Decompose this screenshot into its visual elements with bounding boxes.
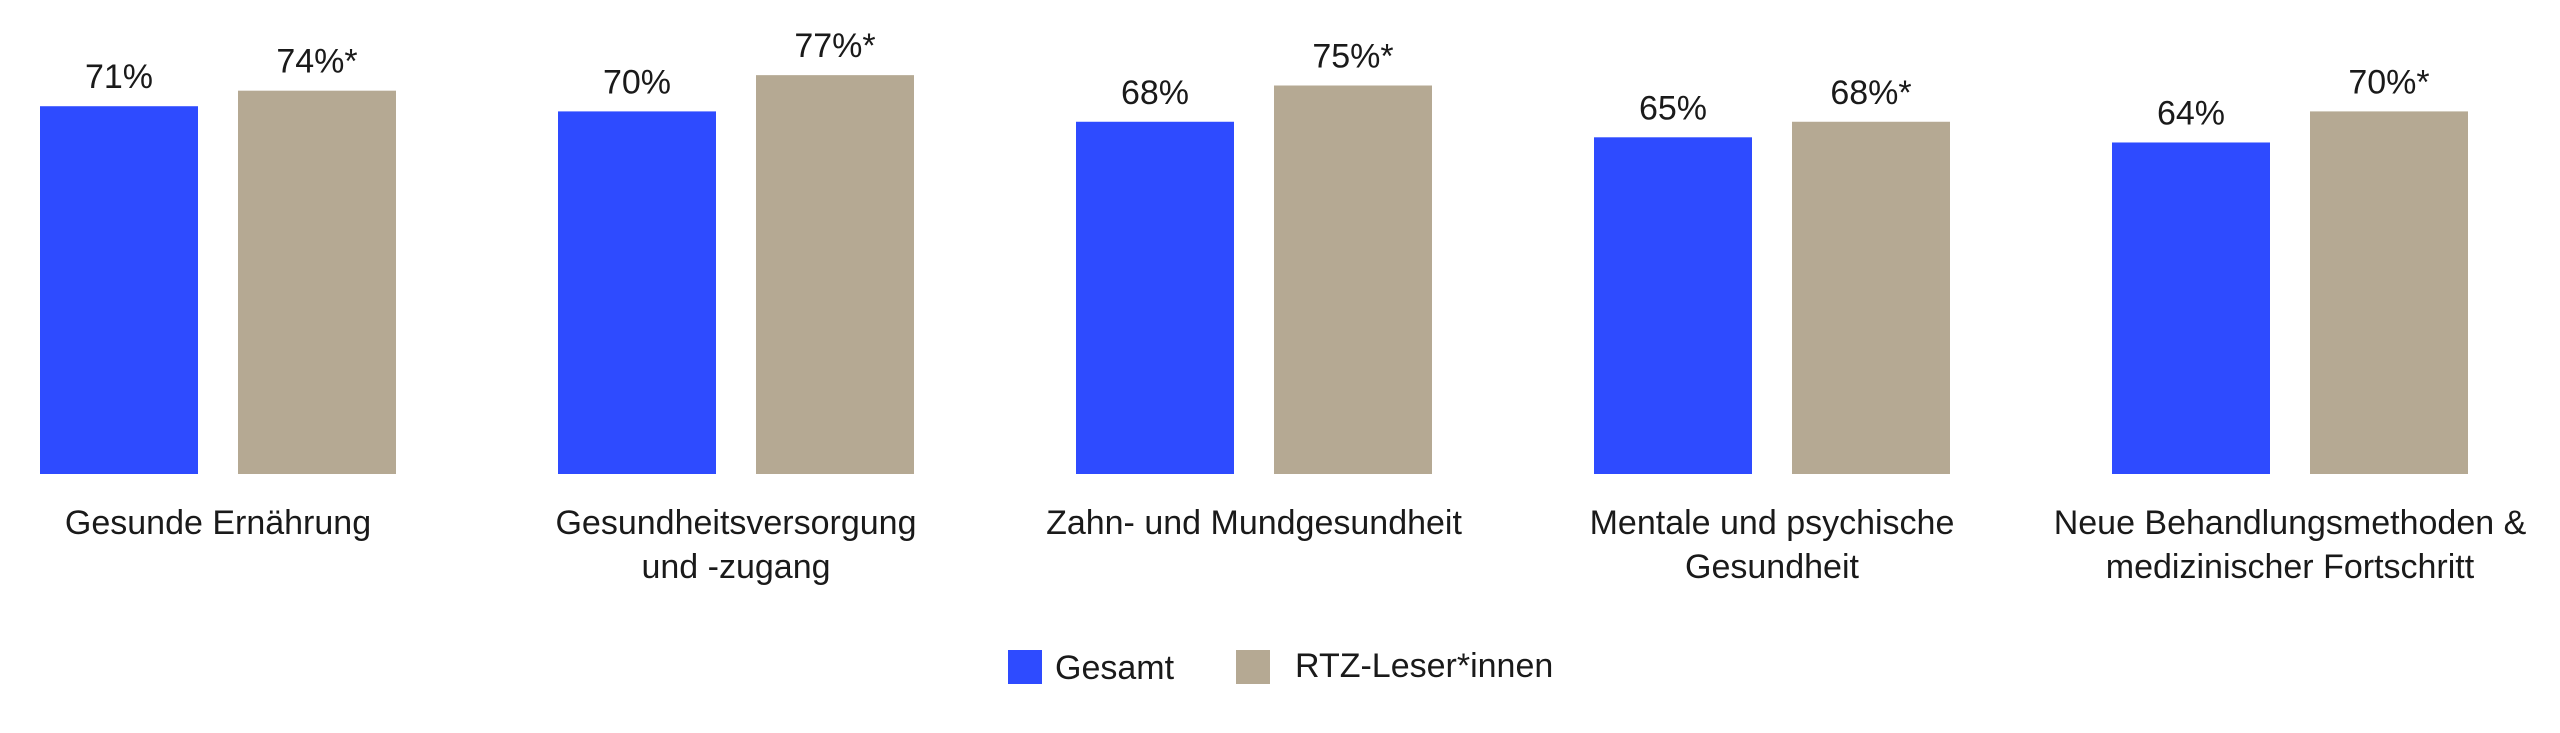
bar-gesamt-2 (1076, 121, 1234, 474)
category-label-4: Neue Behandlungsmethoden & medizinischer … (2054, 504, 2527, 586)
value-label-gesamt-0: 71% (85, 58, 153, 96)
legend: Gesamt RTZ-Leser*innen (1008, 647, 1553, 687)
category-label-line: Mentale und psychische (1590, 504, 1955, 542)
category-label-2: Zahn- und Mundgesundheit (1046, 504, 1462, 542)
bars-layer (40, 75, 2468, 475)
value-label-rtz-leser-2: 75%* (1312, 38, 1393, 76)
bar-gesamt-0 (40, 106, 198, 474)
bar-rtz-leser-0 (238, 90, 396, 475)
bar-gesamt-3 (1594, 137, 1752, 475)
value-label-gesamt-3: 65% (1639, 89, 1707, 127)
legend-swatch-rtz-leser (1236, 650, 1270, 684)
category-label-line: Gesunde Ernährung (65, 504, 371, 542)
category-label-line: Gesundheit (1685, 548, 1859, 586)
value-label-gesamt-1: 70% (603, 63, 671, 101)
category-label-1: Gesundheitsversorgung und -zugang (555, 504, 916, 586)
value-label-rtz-leser-1: 77%* (794, 27, 875, 65)
value-label-gesamt-4: 64% (2157, 94, 2225, 132)
value-label-rtz-leser-3: 68%* (1830, 74, 1911, 112)
legend-swatch-gesamt (1008, 650, 1042, 684)
bar-gesamt-4 (2112, 142, 2270, 475)
legend-label-rtz-leser: RTZ-Leser*innen (1295, 647, 1553, 685)
category-label-line: Zahn- und Mundgesundheit (1046, 504, 1462, 542)
value-label-rtz-leser-4: 70%* (2348, 63, 2429, 101)
bar-gesamt-1 (558, 111, 716, 475)
legend-label-gesamt: Gesamt (1055, 649, 1175, 687)
bar-rtz-leser-3 (1792, 121, 1950, 474)
bar-rtz-leser-1 (756, 75, 914, 474)
category-label-3: Mentale und psychische Gesundheit (1590, 504, 1955, 586)
category-label-line: Neue Behandlungsmethoden & (2054, 504, 2527, 542)
category-label-0: Gesunde Ernährung (65, 504, 371, 542)
bar-rtz-leser-2 (1274, 85, 1432, 474)
value-label-gesamt-2: 68% (1121, 74, 1189, 112)
bar-rtz-leser-4 (2310, 111, 2468, 475)
category-labels-layer: Gesunde Ernährung Gesundheitsversorgung un… (65, 504, 2527, 586)
value-label-rtz-leser-0: 74%* (276, 43, 357, 81)
category-label-line: und -zugang (641, 548, 830, 586)
category-label-line: medizinischer Fortschritt (2106, 548, 2475, 586)
value-labels-layer: 71% 74%* 70% 77%* 68% 75%* 65% 68%* 64% 70%* (85, 27, 2430, 132)
category-label-line: Gesundheitsversorgung (555, 504, 916, 542)
